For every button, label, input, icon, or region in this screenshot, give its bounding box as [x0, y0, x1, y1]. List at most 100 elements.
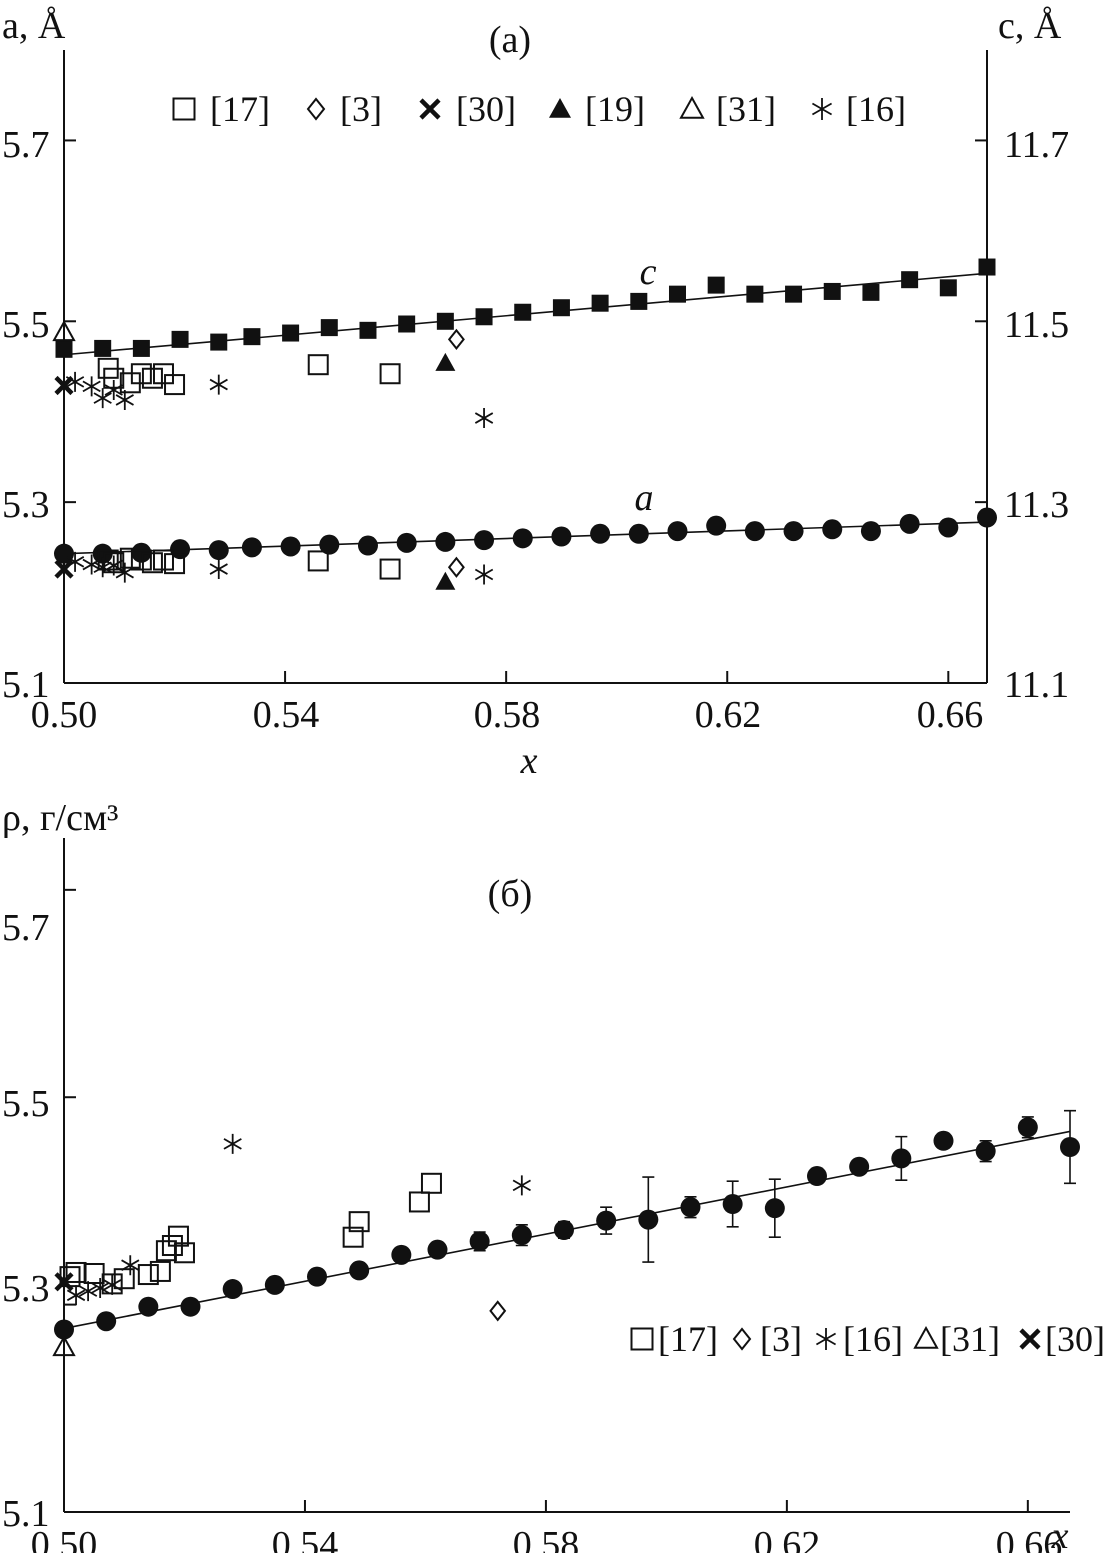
panel-a-ticks: [63, 139, 987, 684]
point-rho_16: [103, 1274, 122, 1295]
point-c_17: [130, 363, 152, 385]
point-a_this: [667, 521, 688, 542]
point-c_16: [115, 389, 134, 410]
panel-b-xtick-0.62: 0.62: [754, 1524, 821, 1553]
point-a_this: [512, 528, 533, 549]
panel-a-ylabel-right: c, Å: [998, 5, 1062, 47]
point-a_17: [379, 558, 401, 580]
panel-a-ytick-right-11.1: 11.1: [1004, 664, 1069, 706]
point-c_16: [104, 380, 123, 401]
panel-a: 5.1 5.3 5.5 5.7 11.1 11.3 11.5 11.7 0.50…: [2, 5, 1069, 782]
point-a_this: [744, 521, 765, 542]
legend-symbol: [913, 1325, 939, 1349]
legend-symbol: [306, 97, 326, 121]
legend-label-31: [31]: [716, 89, 776, 129]
panel-a-ytick-right-11.7: 11.7: [1004, 124, 1069, 166]
point-rho_16: [90, 1278, 110, 1299]
legend-label-17: [17]: [658, 1319, 718, 1359]
point-rho_this: [349, 1260, 370, 1281]
legend-label-19: [19]: [585, 89, 645, 129]
legend-symbol: [172, 97, 196, 121]
point-c_this: [210, 333, 228, 351]
point-c_this: [436, 312, 454, 330]
point-a_this: [899, 513, 920, 534]
point-a_17: [130, 549, 152, 571]
legend-symbol: [1019, 1328, 1041, 1350]
point-c_this: [320, 319, 338, 337]
legend-marker-19: [549, 98, 571, 118]
legend-label-30: [30]: [1045, 1319, 1105, 1359]
point-rho_this: [553, 1219, 574, 1240]
panel-a-ytick-right-11.3: 11.3: [1004, 484, 1069, 526]
panel-b-xtick-0.58: 0.58: [513, 1524, 580, 1553]
panel-a-ytick-5.3: 5.3: [2, 484, 50, 526]
point-a_17: [307, 550, 329, 572]
point-a_this: [628, 523, 649, 544]
legend-label-16: [16]: [843, 1319, 903, 1359]
point-rho_this: [849, 1156, 870, 1177]
point-c_19: [435, 352, 456, 371]
panel-b-xtick-0.66: 0.66: [996, 1524, 1063, 1553]
point-c_17: [379, 363, 401, 385]
point-a_16: [93, 557, 112, 578]
point-rho_this: [391, 1244, 412, 1265]
panel-a-ytick-right-11.5: 11.5: [1004, 304, 1069, 346]
point-c_this: [630, 292, 648, 310]
point-c_16: [209, 374, 228, 395]
point-rho_16: [223, 1133, 242, 1154]
point-a_16: [209, 559, 228, 580]
point-c_this: [939, 279, 957, 297]
point-c_17: [164, 374, 186, 396]
legend-marker-3: [306, 97, 326, 121]
panel-a-legend: [17] [3] [30] [19] [31] [16]: [172, 89, 906, 129]
point-a_this: [706, 515, 727, 536]
point-a_this: [280, 536, 301, 557]
point-rho_this: [806, 1166, 827, 1187]
panel-b-xtick-0.50: 0.50: [31, 1524, 98, 1553]
panel-b-ytick-5.5: 5.5: [2, 1083, 50, 1125]
legend-marker-31: [913, 1325, 939, 1349]
point-a_this: [319, 534, 340, 555]
point-rho_17: [342, 1226, 364, 1248]
panel-a-ylabel-left: a, Å: [2, 5, 66, 47]
point-a_this: [241, 537, 262, 558]
legend-marker-16: [815, 1328, 837, 1350]
point-c_this: [707, 276, 725, 294]
legend-marker-30: [1019, 1328, 1041, 1350]
point-c_this: [94, 339, 112, 357]
point-rho_this: [1060, 1137, 1080, 1158]
point-c_this: [746, 285, 764, 303]
point-a_16: [65, 551, 85, 572]
point-c_16: [93, 388, 112, 409]
legend-symbol: [732, 1327, 752, 1351]
panel-b-ylabel-left: ρ, г/см³: [2, 797, 118, 839]
panel-a-ytick-5.1: 5.1: [2, 664, 50, 706]
point-c_this: [282, 324, 300, 342]
point-c_this: [359, 321, 377, 339]
point-c_this: [668, 285, 686, 303]
point-c_this: [552, 299, 570, 317]
point-c_31: [52, 320, 76, 342]
point-rho_3: [489, 1300, 507, 1322]
panel-b-xlabel: x: [1051, 1515, 1069, 1553]
point-c_this: [398, 315, 416, 333]
point-a_this: [977, 507, 997, 528]
point-a_17: [119, 547, 141, 569]
curve-label-a: a: [635, 477, 654, 519]
point-a_17: [152, 549, 174, 571]
point-rho_this: [138, 1296, 159, 1317]
point-a_19: [435, 571, 456, 590]
point-c_this: [785, 285, 803, 303]
point-rho_17: [348, 1211, 370, 1233]
point-c_this: [514, 303, 532, 321]
point-c_30: [54, 375, 74, 396]
panel-a-xtick-0.50: 0.50: [31, 694, 98, 736]
point-rho_this: [722, 1194, 743, 1215]
point-rho_17: [155, 1240, 177, 1262]
point-rho_17: [173, 1242, 195, 1264]
point-a_3: [447, 556, 465, 578]
point-rho_17: [408, 1191, 430, 1213]
panel-a-xtick-0.66: 0.66: [917, 694, 984, 736]
legend-marker-16: [811, 98, 833, 120]
point-rho_16: [121, 1255, 140, 1276]
